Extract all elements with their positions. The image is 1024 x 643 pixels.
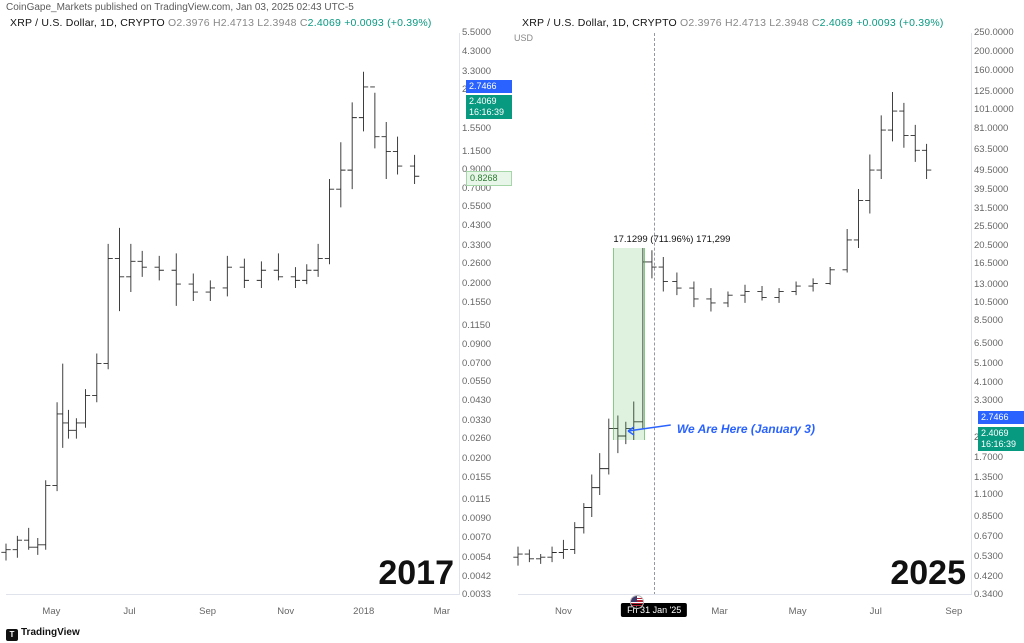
h-val: 2.4713 xyxy=(733,17,766,29)
publish-meta: CoinGape_Markets published on TradingVie… xyxy=(6,2,354,13)
c-label: C xyxy=(300,17,308,29)
tradingview-logo: TTradingView xyxy=(6,627,80,641)
measure-label: 17.1299 (711.96%) 171,299 xyxy=(611,234,732,245)
chart-area-right[interactable]: 2025 250.0000200.0000160.0000125.0000101… xyxy=(518,33,972,595)
chg-pct: (+0.39%) xyxy=(387,17,432,29)
c-val: 2.4069 xyxy=(308,17,341,29)
x-axis-right xyxy=(518,594,972,625)
tv-icon: T xyxy=(6,629,18,641)
price-svg-left xyxy=(6,33,460,595)
x-axis-left xyxy=(6,594,460,625)
chg-pct: (+0.39%) xyxy=(899,17,944,29)
measure-highlight xyxy=(613,248,645,440)
year-label-2017: 2017 xyxy=(378,554,454,593)
ticker-symbol: XRP / U.S. Dollar, 1D, CRYPTO xyxy=(522,17,677,29)
o-val: 2.3976 xyxy=(688,17,721,29)
l-val: 2.3948 xyxy=(263,17,296,29)
panel-2017: XRP / U.S. Dollar, 1D, CRYPTO O2.3976 H2… xyxy=(0,15,512,625)
h-val: 2.4713 xyxy=(221,17,254,29)
crosshair-vertical xyxy=(654,33,655,595)
y-axis-right: USD xyxy=(971,33,1024,595)
chg-abs: +0.0093 xyxy=(856,17,896,29)
panel-2025: XRP / U.S. Dollar, 1D, CRYPTO O2.3976 H2… xyxy=(512,15,1024,625)
ticker-left: XRP / U.S. Dollar, 1D, CRYPTO O2.3976 H2… xyxy=(10,17,432,29)
ticker-right: XRP / U.S. Dollar, 1D, CRYPTO O2.3976 H2… xyxy=(522,17,944,29)
year-label-2025: 2025 xyxy=(890,554,966,593)
c-val: 2.4069 xyxy=(820,17,853,29)
price-svg-right xyxy=(518,33,972,595)
annotation-we-are-here: We Are Here (January 3) xyxy=(677,422,815,436)
c-label: C xyxy=(812,17,820,29)
y-axis-left: USD xyxy=(459,33,512,595)
chart-comparison-root: CoinGape_Markets published on TradingVie… xyxy=(0,0,1024,643)
tv-brand: TradingView xyxy=(21,627,80,638)
chg-abs: +0.0093 xyxy=(344,17,384,29)
h-label: H xyxy=(213,17,221,29)
l-val: 2.3948 xyxy=(775,17,808,29)
chart-area-left[interactable]: 2017 5.50004.30003.30002.60001.55001.150… xyxy=(6,33,460,595)
ticker-symbol: XRP / U.S. Dollar, 1D, CRYPTO xyxy=(10,17,165,29)
arrow-icon xyxy=(624,421,694,441)
o-val: 2.3976 xyxy=(176,17,209,29)
h-label: H xyxy=(725,17,733,29)
